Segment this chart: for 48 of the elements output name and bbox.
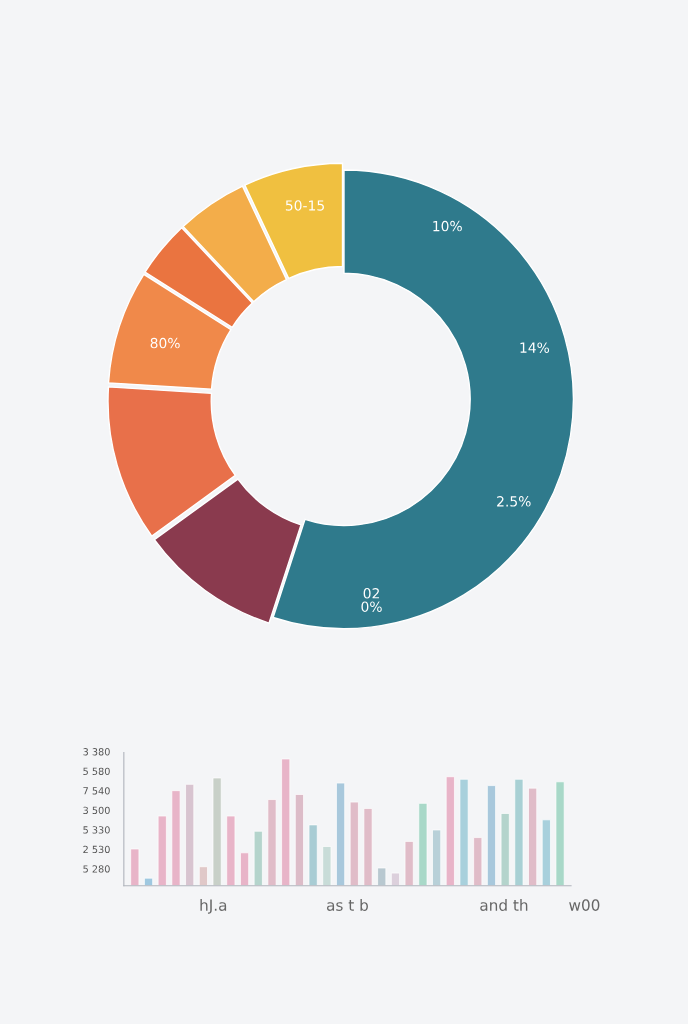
bar xyxy=(541,819,551,886)
bar xyxy=(130,848,140,886)
bar xyxy=(445,776,455,886)
text: 14% xyxy=(520,342,550,353)
text: 2.5% xyxy=(497,496,531,507)
bar xyxy=(240,852,250,886)
bar xyxy=(528,787,538,886)
text: 10% xyxy=(433,220,462,232)
text: 2 530 xyxy=(83,845,110,854)
bar xyxy=(432,829,442,886)
bar xyxy=(185,783,195,886)
bar xyxy=(555,781,565,886)
bar xyxy=(281,758,291,886)
bar xyxy=(157,815,167,886)
bar xyxy=(404,841,414,886)
bar xyxy=(487,785,496,886)
bar xyxy=(459,778,469,886)
bar xyxy=(514,778,524,886)
bar xyxy=(336,782,346,886)
text: 3 500 xyxy=(83,806,110,815)
bar xyxy=(322,846,332,886)
bar xyxy=(349,801,359,886)
text: 80% xyxy=(150,337,180,349)
text: 5 330 xyxy=(83,826,110,834)
bar xyxy=(473,837,483,886)
text: and th xyxy=(480,899,528,911)
bar xyxy=(226,815,236,886)
bar xyxy=(171,790,181,886)
bar xyxy=(253,830,263,886)
bar xyxy=(267,799,277,886)
bar xyxy=(500,813,510,886)
bar xyxy=(212,777,222,886)
text: 7 540 xyxy=(83,787,110,795)
text: 5 280 xyxy=(83,865,110,873)
bar xyxy=(363,808,373,886)
bar xyxy=(294,794,304,886)
text: w00 xyxy=(569,899,600,911)
text: 3 380 xyxy=(83,748,110,756)
text: 5 580 xyxy=(83,767,110,775)
bar xyxy=(390,872,400,886)
bar xyxy=(377,867,387,886)
text: as t b xyxy=(327,899,368,911)
bar xyxy=(308,824,318,886)
text: 02 0% xyxy=(361,588,382,612)
bar xyxy=(418,803,428,886)
text: 50-15 xyxy=(285,200,324,211)
text: hJ.a xyxy=(200,899,227,914)
bar xyxy=(198,866,208,886)
